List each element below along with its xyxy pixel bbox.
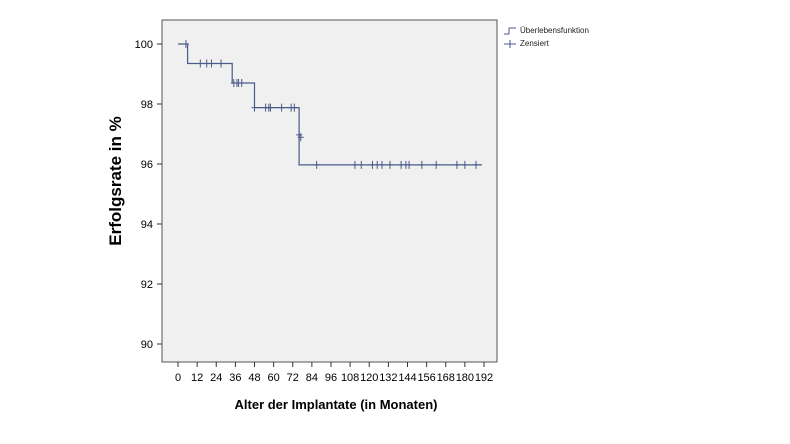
censor-mark: [358, 160, 365, 169]
censor-mark: [251, 103, 258, 112]
legend-item-censored: Zensiert: [503, 37, 589, 50]
x-tick-label: 12: [191, 372, 203, 384]
legend-label-censored: Zensiert: [520, 39, 549, 48]
censor-mark: [218, 59, 225, 68]
y-tick-label: 98: [141, 99, 153, 111]
censor-mark: [386, 160, 393, 169]
censor-mark: [278, 103, 285, 112]
x-tick-label: 144: [398, 372, 416, 384]
censor-mark: [267, 103, 274, 112]
censor-plus-icon: [504, 39, 516, 48]
x-tick-label: 168: [437, 372, 455, 384]
y-tick-label: 100: [135, 39, 153, 51]
censor-mark: [453, 160, 460, 169]
plot-area: [161, 19, 498, 363]
censor-mark: [379, 160, 385, 169]
censor-mark: [433, 160, 440, 169]
x-tick-label: 192: [475, 372, 493, 384]
x-tick-label: 60: [268, 372, 280, 384]
censor-marks: [182, 40, 480, 169]
y-axis-label: Erfolgsrate in %: [106, 116, 125, 245]
censor-mark: [297, 133, 304, 142]
x-tick-label: 72: [287, 372, 299, 384]
y-axis-ticks: 90 92 94 96 98 100: [135, 39, 162, 351]
censor-mark: [313, 160, 320, 169]
legend-item-survival: Überlebensfunktion: [503, 24, 589, 37]
x-tick-label: 120: [360, 372, 378, 384]
censor-mark: [418, 160, 425, 169]
x-tick-label: 84: [306, 372, 318, 384]
censor-mark: [182, 40, 189, 48]
x-tick-label: 108: [341, 372, 359, 384]
step-line-icon: [504, 27, 516, 34]
x-tick-label: 96: [325, 372, 337, 384]
x-tick-label: 132: [379, 372, 397, 384]
y-tick-label: 90: [141, 339, 153, 351]
censor-mark: [291, 103, 298, 112]
censor-mark: [197, 59, 204, 68]
x-tick-label: 0: [175, 372, 181, 384]
legend: Überlebensfunktion Zensiert: [503, 24, 589, 50]
x-tick-label: 156: [417, 372, 435, 384]
x-axis-ticks: 0 12 24 36 48 60 72 84 96 108 120 132 144 156 168 180 19…: [175, 362, 493, 384]
x-tick-label: 24: [210, 372, 222, 384]
censor-mark: [238, 79, 245, 87]
censor-mark: [473, 160, 480, 169]
x-axis-label: Alter der Implantate (in Monaten): [235, 397, 438, 412]
x-tick-label: 36: [229, 372, 241, 384]
censor-mark: [461, 160, 468, 169]
censor-mark: [406, 160, 413, 169]
legend-label-survival: Überlebensfunktion: [520, 26, 589, 35]
y-tick-label: 96: [141, 159, 153, 171]
y-tick-label: 92: [141, 279, 153, 291]
censor-mark: [351, 160, 358, 169]
x-tick-label: 48: [248, 372, 260, 384]
x-tick-label: 180: [456, 372, 474, 384]
y-tick-label: 94: [141, 219, 153, 231]
censor-mark: [208, 59, 215, 68]
